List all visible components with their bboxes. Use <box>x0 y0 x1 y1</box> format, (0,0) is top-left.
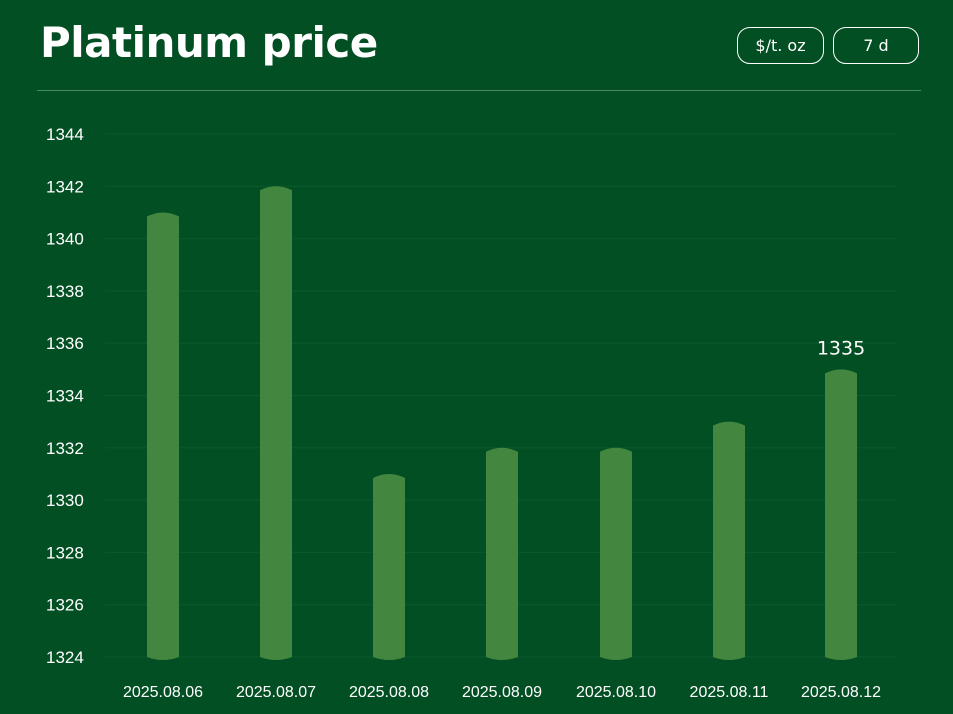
y-tick-label: 1324 <box>46 648 84 667</box>
bar-2025.08.08 <box>373 473 405 660</box>
bar-2025.08.11 <box>713 421 745 660</box>
x-tick-label: 2025.08.11 <box>690 684 769 701</box>
y-tick-label: 1334 <box>46 387 84 406</box>
y-tick-label: 1336 <box>46 334 84 353</box>
y-tick-label: 1342 <box>46 177 84 196</box>
y-tick-label: 1338 <box>46 282 84 301</box>
page-title: Platinum price <box>40 18 378 67</box>
header: Platinum price $/t. oz 7 d <box>0 0 953 90</box>
x-tick-label: 2025.08.10 <box>576 684 656 701</box>
bar-2025.08.07 <box>260 186 292 661</box>
bar-2025.08.09 <box>486 447 518 660</box>
x-tick-label: 2025.08.12 <box>801 684 881 701</box>
y-tick-label: 1326 <box>46 596 84 615</box>
y-tick-label: 1340 <box>46 230 84 249</box>
x-tick-label: 2025.08.07 <box>236 684 316 701</box>
x-tick-label: 2025.08.09 <box>462 684 542 701</box>
y-tick-label: 1332 <box>46 439 84 458</box>
data-label: 1335 <box>817 337 865 359</box>
unit-selector-button[interactable]: $/t. oz <box>737 27 824 64</box>
bar-2025.08.12 <box>825 369 857 660</box>
y-tick-label: 1330 <box>46 491 84 510</box>
bar-2025.08.10 <box>600 447 632 660</box>
range-selector-button[interactable]: 7 d <box>833 27 919 64</box>
x-tick-label: 2025.08.08 <box>349 684 429 701</box>
x-tick-label: 2025.08.06 <box>123 684 203 701</box>
header-divider <box>37 90 921 91</box>
y-tick-label: 1328 <box>46 543 84 562</box>
y-tick-label: 1344 <box>46 125 84 144</box>
bar-2025.08.06 <box>147 212 179 660</box>
